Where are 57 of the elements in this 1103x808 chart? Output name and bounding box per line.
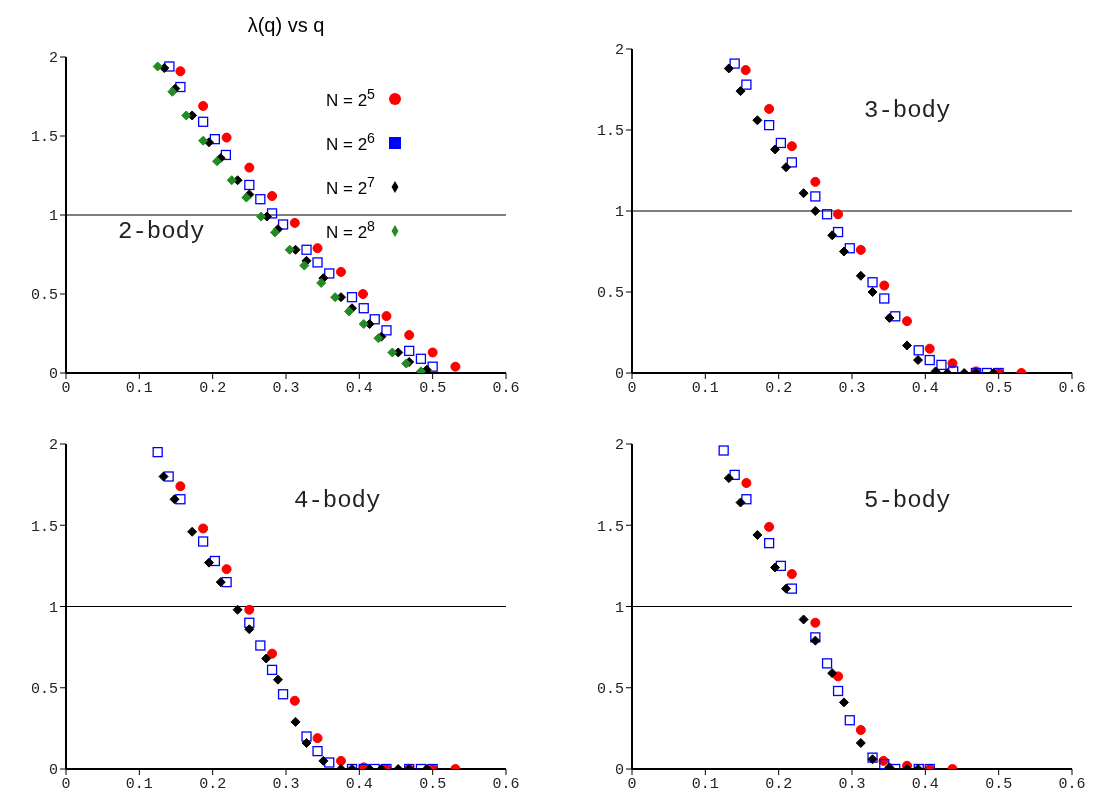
y-tick-label: 1.5 [596, 123, 624, 141]
x-tick-label: 0.6 [492, 379, 520, 397]
x-tick-label: 0.1 [691, 775, 719, 793]
x-tick-label: 0 [61, 775, 71, 793]
y-tick-label: 1.5 [596, 518, 624, 536]
y-tick-label: 0 [614, 366, 624, 384]
y-tick-label: 0 [48, 366, 58, 384]
y-tick-label: 0 [48, 762, 58, 780]
annotation: 4-body [294, 487, 381, 514]
y-tick-label: 1.5 [30, 518, 58, 536]
annotation: 3-body [864, 97, 951, 124]
x-tick-label: 0.3 [272, 379, 300, 397]
x-tick-label: 0 [627, 775, 637, 793]
x-tick-label: 0.1 [125, 775, 153, 793]
x-tick-label: 0.6 [1058, 379, 1086, 397]
x-tick-label: 0.3 [272, 775, 300, 793]
y-tick-label: 0.5 [596, 285, 624, 303]
x-tick-label: 0.4 [911, 775, 939, 793]
x-tick-label: 0 [61, 379, 71, 397]
y-tick-label: 0.5 [30, 681, 58, 699]
x-tick-label: 0.4 [911, 379, 939, 397]
x-tick-label: 0.5 [985, 379, 1013, 397]
x-tick-label: 0.3 [838, 379, 866, 397]
legend-label: N = 2$^{8}$ [326, 218, 375, 243]
y-tick-label: 0.5 [596, 681, 624, 699]
y-tick-label: 1 [614, 204, 624, 222]
x-tick-label: 0 [627, 379, 637, 397]
legend-label: N = 2$^{7}$ [326, 174, 375, 199]
x-tick-label: 0.3 [838, 775, 866, 793]
x-tick-label: 0.4 [345, 379, 373, 397]
x-tick-label: 0.2 [199, 379, 227, 397]
y-tick-label: 1.5 [30, 129, 58, 147]
x-tick-label: 0.6 [492, 775, 520, 793]
y-tick-label: 1 [48, 599, 58, 617]
y-tick-label: 1 [614, 599, 624, 617]
y-tick-label: 2 [48, 437, 58, 455]
y-tick-label: 2 [614, 42, 624, 60]
x-tick-label: 0.1 [691, 379, 719, 397]
x-tick-label: 0.5 [985, 775, 1013, 793]
x-tick-label: 0.1 [125, 379, 153, 397]
annotation: 5-body [864, 487, 951, 514]
y-tick-label: 0.5 [30, 287, 58, 305]
x-tick-label: 0.2 [199, 775, 227, 793]
x-tick-label: 0.2 [765, 379, 793, 397]
x-tick-label: 0.2 [765, 775, 793, 793]
x-tick-label: 0.5 [419, 379, 447, 397]
x-tick-label: 0.4 [345, 775, 373, 793]
legend-label: N = 2$^{5}$ [326, 86, 375, 111]
x-tick-label: 0.6 [1058, 775, 1086, 793]
y-tick-label: 1 [48, 208, 58, 226]
chart-title: λ(q) vs q [246, 14, 326, 37]
y-tick-label: 2 [48, 50, 58, 68]
y-tick-label: 2 [614, 437, 624, 455]
x-tick-label: 0.5 [419, 775, 447, 793]
annotation: 2-body [118, 218, 205, 245]
legend-label: N = 2$^{6}$ [326, 130, 375, 155]
y-tick-label: 0 [614, 762, 624, 780]
